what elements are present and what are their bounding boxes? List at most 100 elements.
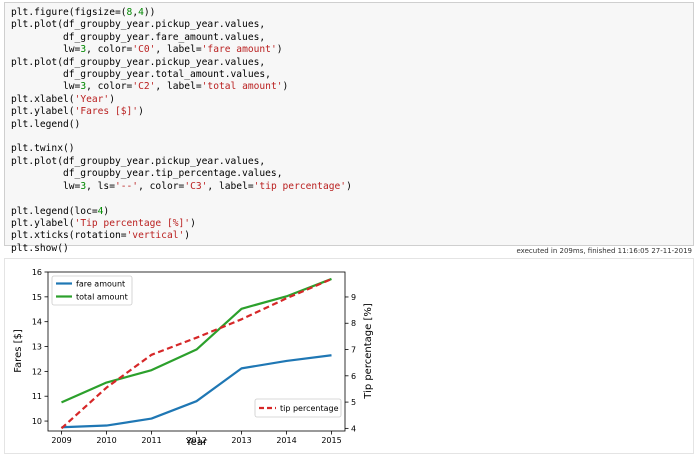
x-tick-label: 2015 [321,436,341,445]
series-line-tip-percentage [60,278,332,430]
code-token: plt.show() [11,242,69,254]
y-tick-label: 11 [32,392,42,401]
y2-tick-label: 5 [351,398,356,407]
code-line: plt.plot(df_groupby_year.pickup_year.val… [11,57,265,68]
y2-tick-label: 7 [351,346,356,355]
code-token: df_groupby_year.total_amount.values, [11,69,271,81]
code-token: , color= [86,81,133,93]
code-token: , label= [155,81,202,93]
y-tick-label: 16 [32,268,42,277]
code-token: ) [190,217,196,229]
code-line: plt.plot(df_groupby_year.pickup_year.val… [11,19,265,30]
legend-right-box [254,398,342,418]
code-line: plt.xticks(rotation='vertical') [11,230,190,241]
y2-tick-label: 9 [351,293,356,302]
code-line: plt.show() [11,243,69,254]
code-line: plt.ylabel('Tip percentage [%]') [11,218,196,229]
code-token: df_groupby_year.tip_percentage.values, [11,168,283,180]
code-token: '--' [114,180,139,192]
legend-tip-label: tip percentage [280,404,339,413]
code-token: 3 [80,44,87,56]
x-tick-label: 2012 [186,436,206,445]
y2-axis-label: Tip percentage [%] [363,303,374,400]
code-token: 'fare amount' [201,44,277,56]
code-token: df_groupby_year.fare_amount.values, [11,31,266,43]
code-line: plt.legend() [11,119,80,130]
code-token: ) [138,106,144,118]
y-tick-label: 14 [32,318,42,327]
y-tick-label: 12 [32,367,42,376]
y2-tick-label: 6 [351,372,356,381]
x-tick-label: 2013 [231,436,251,445]
y-tick-label: 15 [32,293,42,302]
code-cell[interactable]: plt.figure(figsize=(8,4)) plt.plot(df_gr… [4,2,694,254]
code-token: 'Fares [$]' [74,106,139,118]
x-tick-label: 2010 [96,436,116,445]
code-token: ) [109,93,115,105]
code-token: 'tip percentage' [253,180,347,192]
code-token: 4 [97,205,104,217]
code-token: )) [143,7,156,18]
code-token: plt.ylabel( [11,106,75,118]
code-token: ) [103,205,110,217]
code-line: plt.xlabel('Year') [11,94,115,105]
code-token: ) [184,230,191,242]
output-area: 2009 2010 2011 2012 2013 2014 2015 10 11 12 13 14 15… [4,258,694,454]
code-token: plt.figure(figsize=( [11,7,127,18]
code-token: 'C2' [132,81,156,93]
code-line: lw=3, ls='--', color='C3', label='tip pe… [11,181,352,192]
code-line: plt.plot(df_groupby_year.pickup_year.val… [11,156,265,167]
code-line: plt.legend(loc=4) [11,206,109,217]
execution-status: executed in 209ms, finished 11:16:05 27-… [516,247,693,255]
code-token: lw= [11,81,81,93]
code-token: plt.plot(df_groupby_year.pickup_year.val… [11,19,266,31]
code-token: plt.xticks(rotation= [11,230,127,242]
series-line-total-amount [61,277,332,404]
code-token: plt.legend() [11,118,81,130]
code-token: 'Tip percentage [%]' [74,217,191,229]
line-chart: 2009 2010 2011 2012 2013 2014 2015 10 11 12 13 14 15… [13,268,374,448]
code-token: plt.twinx() [11,143,75,155]
code-token: 'Year' [74,93,110,105]
y2-tick-label: 4 [351,424,356,433]
code-token: , [132,7,139,18]
code-token: 4 [138,7,144,18]
code-line: lw=3, color='C0', label='fare amount') [11,44,283,55]
code-token: plt.plot(df_groupby_year.pickup_year.val… [11,155,266,167]
code-token: plt.plot(df_groupby_year.pickup_year.val… [11,56,266,68]
code-line: plt.figure(figsize=(8,4)) [11,7,155,18]
code-token: 'vertical' [126,230,185,242]
code-token: plt.xlabel( [11,93,75,105]
code-token: 'total amount' [201,81,283,93]
code-token: 'C0' [132,44,156,56]
legend-fare-label: fare amount [76,280,125,289]
code-token: plt.ylabel( [11,217,75,229]
code-token: , color= [138,180,185,192]
code-token: 8 [126,7,133,18]
x-tick-label: 2011 [141,436,161,445]
y-tick-label: 13 [32,343,42,352]
code-token: 3 [80,180,87,192]
x-axis-label: Year [185,437,208,448]
code-line: plt.twinx() [11,143,75,154]
code-line: df_groupby_year.fare_amount.values, [11,32,265,43]
code-token: 'C3' [184,180,208,192]
y2-tick-label: 8 [351,319,356,328]
code-token: , label= [155,44,202,56]
code-line: df_groupby_year.total_amount.values, [11,69,271,80]
code-editor[interactable]: plt.figure(figsize=(8,4)) plt.plot(df_gr… [5,3,693,259]
code-token: , label= [207,180,254,192]
code-line: lw=3, color='C2', label='total amount') [11,81,288,92]
code-line: df_groupby_year.tip_percentage.values, [11,168,283,180]
code-token: plt.legend(loc= [11,205,98,217]
code-token: ) [282,81,289,93]
legend-left: fare amount total amount [51,275,133,306]
x-tick-label: 2009 [51,436,71,445]
code-token: lw= [11,180,81,192]
code-token: ) [346,180,352,192]
code-token: 3 [80,81,87,93]
legend-right: tip percentage [254,398,342,418]
series-line-fare-amount [61,354,332,429]
code-line: plt.ylabel('Fares [$]') [11,106,144,117]
code-token: , ls= [86,180,115,192]
